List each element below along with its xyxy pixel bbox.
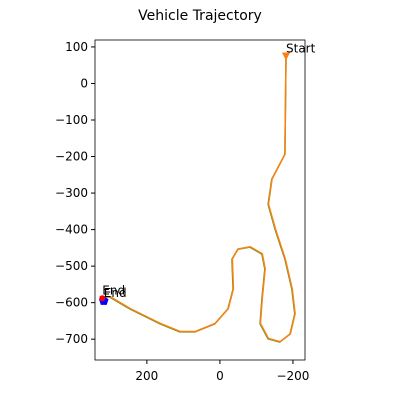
annotation: Start [286,41,316,55]
end-marker [99,295,106,302]
y-tick-label: 100 [65,40,88,54]
y-tick-label: −700 [55,332,88,346]
chart-title: Vehicle Trajectory [138,8,262,24]
x-tick-label: 200 [135,369,158,383]
y-tick-label: −600 [55,296,88,310]
y-tick-label: −200 [55,150,88,164]
y-tick-label: −300 [55,186,88,200]
y-tick-label: −500 [55,259,88,273]
annotation: End [104,286,127,300]
y-tick-label: −100 [55,113,88,127]
x-tick-label: −200 [276,369,309,383]
x-tick-label: 0 [216,369,224,383]
annotation: End [102,283,125,297]
start-marker [282,52,291,61]
y-tick-label: 0 [80,76,88,90]
plot-frame [94,39,306,361]
trajectory-line [100,56,296,343]
y-tick-label: −400 [55,223,88,237]
